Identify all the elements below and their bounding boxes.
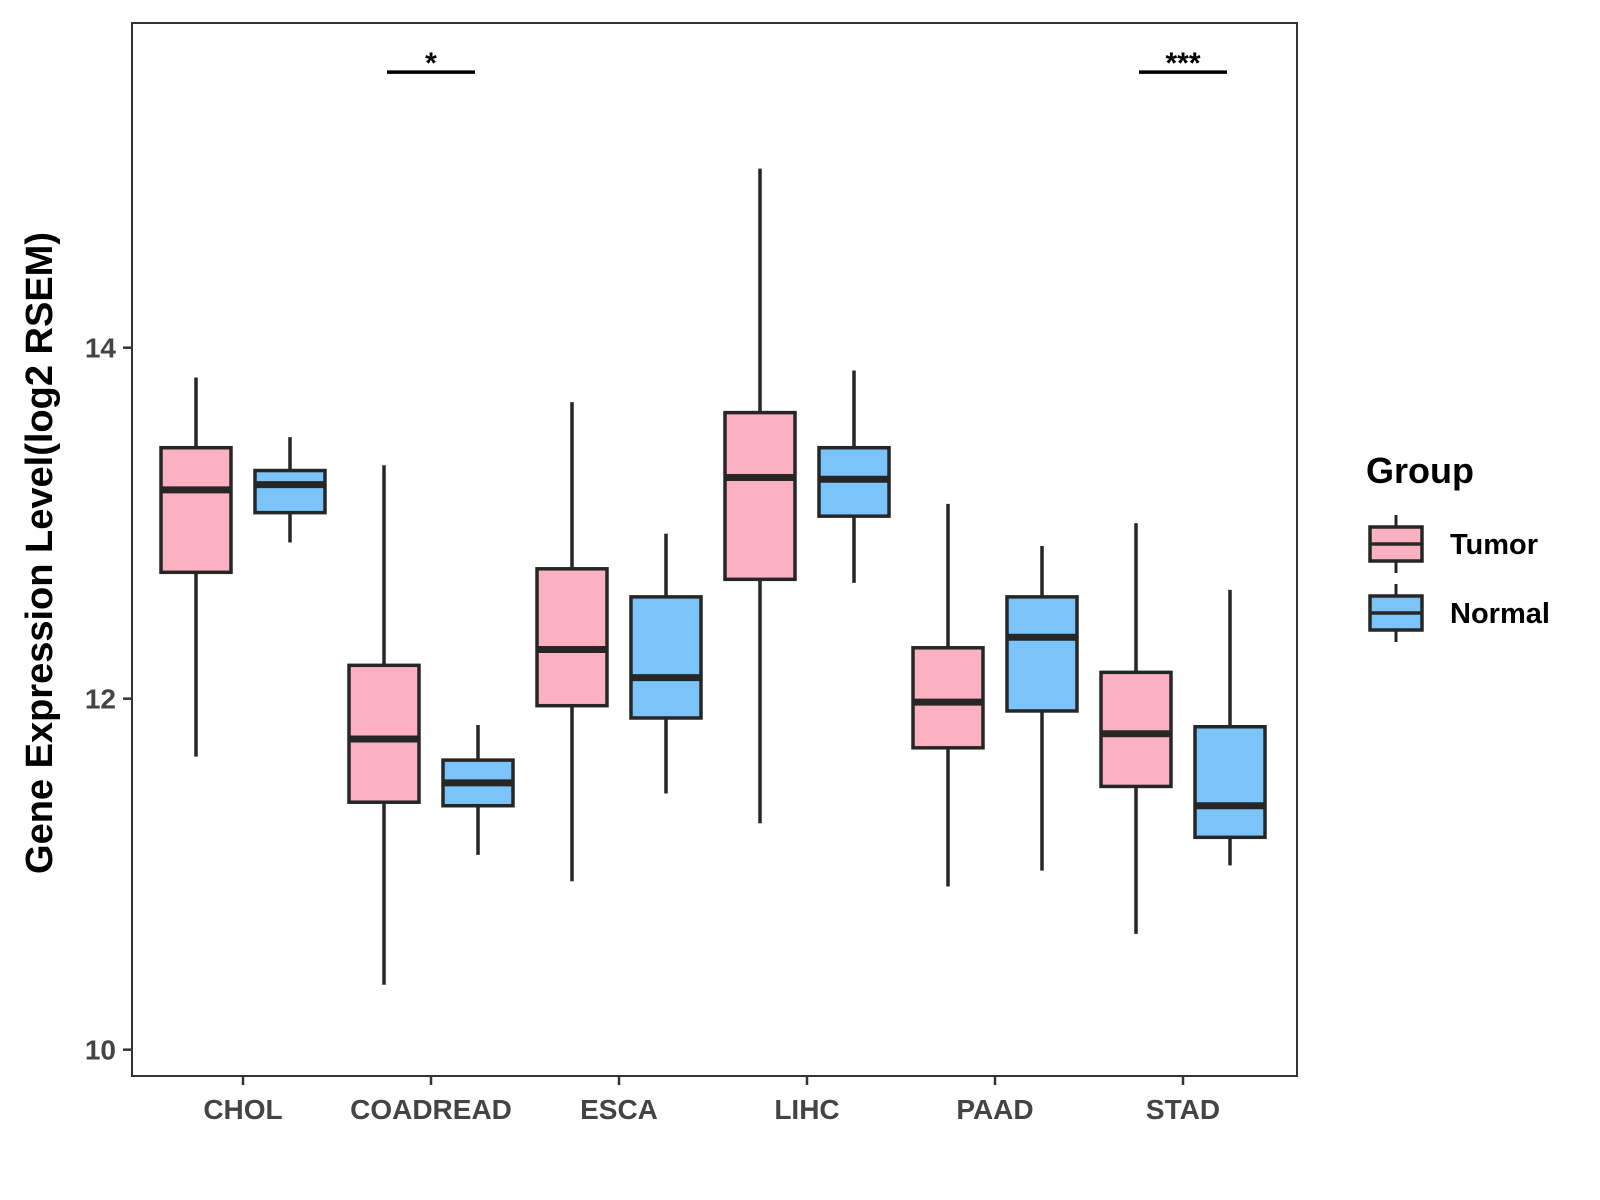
box-body [723,410,797,582]
plot-area: * *** [131,22,1298,1077]
box-tumor-coadread [347,465,421,985]
box-normal-esca [629,533,703,794]
x-tick-label: COADREAD [350,1094,512,1125]
panel-border [131,22,1298,1077]
y-axis: 10 12 14 [85,333,132,1066]
box-body [159,445,233,575]
legend-label: Tumor [1450,529,1538,561]
x-tick-label: CHOL [203,1094,282,1125]
y-axis-title: Gene Expression Level(log2 RSEM) [19,232,61,874]
significance-label: *** [1165,47,1200,80]
box-tumor-stad [1099,523,1173,934]
significance-stad: *** [1139,47,1227,80]
box-normal-coadread [441,725,515,855]
box-normal-stad [1193,589,1267,866]
box-body [347,663,421,804]
x-tick-label: ESCA [580,1094,658,1125]
y-tick-label: 14 [85,333,117,364]
box-tumor-paad [911,503,985,887]
legend-title: Group [1366,450,1474,491]
box-tumor-lihc [723,168,797,824]
x-tick-label: LIHC [774,1094,839,1125]
y-tick-label: 12 [85,684,116,715]
legend: Group Tumor Normal [1366,450,1550,642]
x-tick-label: STAD [1146,1094,1220,1125]
box-normal-lihc [817,370,891,583]
box-body [911,646,985,750]
significance-label: * [425,47,437,80]
legend-item-normal: Normal [1368,584,1550,642]
box-normal-paad [1005,545,1079,871]
box-tumor-chol [159,377,233,757]
y-tick-label: 10 [85,1035,116,1066]
box-body [1193,725,1267,840]
legend-label: Normal [1450,598,1550,630]
box-body [629,595,703,720]
box-body [1005,595,1079,713]
box-tumor-esca [535,402,609,882]
box-body [253,468,327,515]
x-axis: CHOL COADREAD ESCA LIHC PAAD STAD [203,1076,1220,1125]
significance-coadread: * [387,47,475,80]
x-tick-label: PAAD [956,1094,1033,1125]
box-normal-chol [253,437,327,543]
legend-item-tumor: Tumor [1368,515,1538,573]
box-body [535,567,609,708]
box-body [1099,670,1173,789]
